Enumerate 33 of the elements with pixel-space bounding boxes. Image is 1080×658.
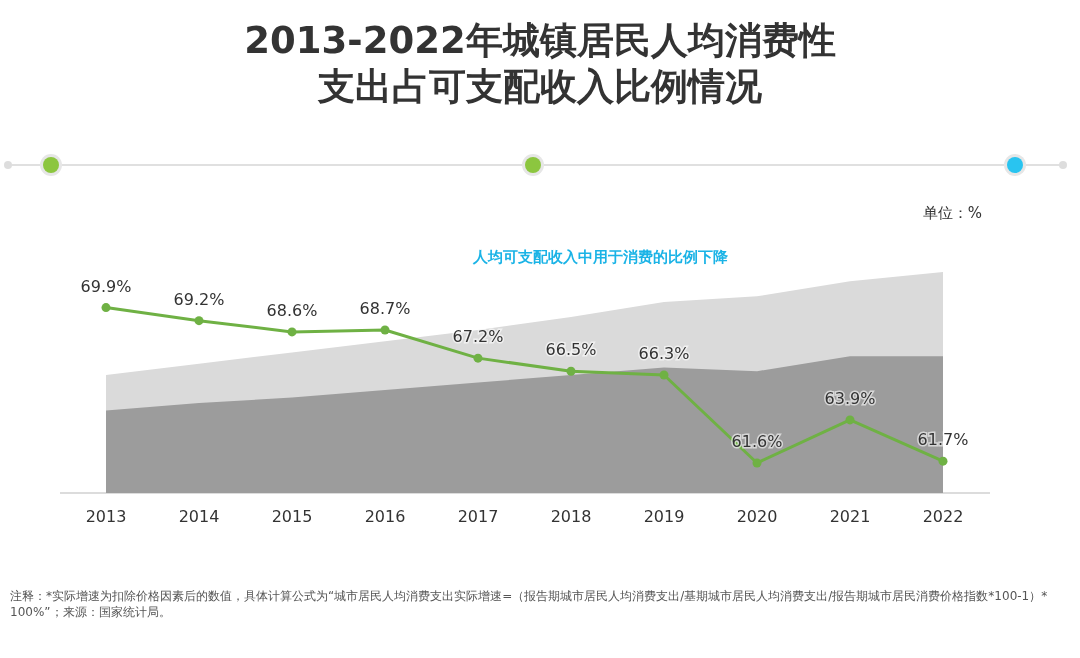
point bbox=[566, 366, 576, 376]
data-label: 61.7% bbox=[917, 430, 969, 450]
point bbox=[752, 458, 762, 468]
point bbox=[287, 327, 297, 337]
x-tick-label: 2014 bbox=[178, 507, 220, 526]
data-label: 69.9% bbox=[80, 276, 132, 296]
point bbox=[938, 456, 948, 466]
x-tick-label: 2019 bbox=[643, 507, 685, 526]
x-tick-label: 2022 bbox=[922, 507, 964, 526]
x-tick-label: 2015 bbox=[271, 507, 313, 526]
text: 单位：% bbox=[922, 204, 982, 222]
x-tick-label: 2021 bbox=[829, 507, 871, 526]
data-label: 68.7% bbox=[359, 299, 411, 319]
point bbox=[473, 353, 483, 363]
data-label: 63.9% bbox=[824, 388, 876, 408]
text: 人均可支配收入中用于消费的比例下降 bbox=[471, 248, 729, 266]
data-label: 68.6% bbox=[266, 300, 318, 320]
x-tick-label: 2018 bbox=[550, 507, 592, 526]
point bbox=[194, 316, 204, 326]
x-tick-label: 2017 bbox=[457, 507, 499, 526]
x-tick-label: 2020 bbox=[736, 507, 778, 526]
data-label: 66.3% bbox=[638, 343, 690, 363]
data-label: 69.2% bbox=[173, 289, 225, 309]
point bbox=[380, 325, 390, 335]
point bbox=[659, 370, 669, 380]
annotation: 注释：*实际增速为扣除价格因素后的数值，具体计算公式为“城市居民人均消费支出实际增速=（报告期城市居民人均消费支出/基期城市居民人均消费支出/报告期城市居民消费价格指数*100-1）*100%”；来源：国家统计局。 bbox=[10, 589, 1048, 619]
data-label: 67.2% bbox=[452, 327, 504, 347]
point bbox=[101, 303, 111, 313]
data-label: 66.5% bbox=[545, 340, 597, 360]
x-tick-label: 2013 bbox=[85, 507, 127, 526]
chart-title: 2013-2022年城镇居民人均消费性支出占可支配收入比例情况 bbox=[244, 19, 836, 108]
x-tick-label: 2016 bbox=[364, 507, 406, 526]
point bbox=[845, 415, 855, 425]
